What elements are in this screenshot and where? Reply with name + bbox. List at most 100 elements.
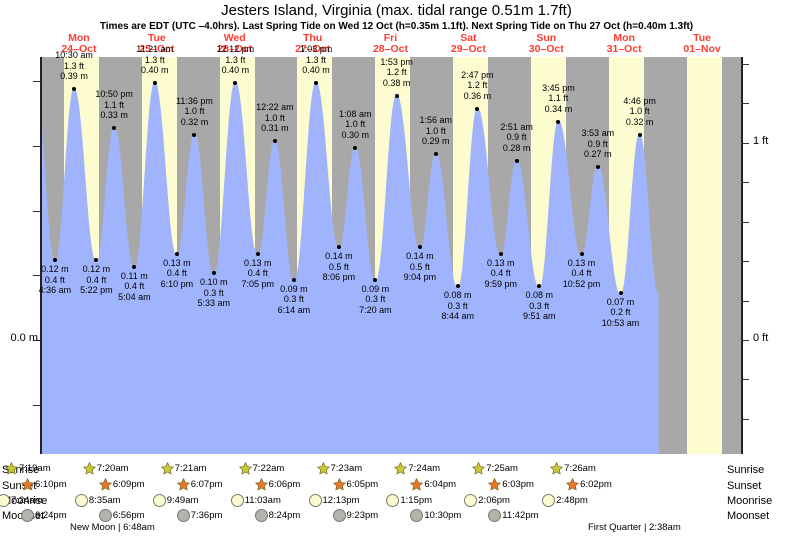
moonset-cell-0: 6:24pm <box>20 509 67 522</box>
sunrise-cell-0: 7:19am <box>5 462 51 475</box>
low-tide-text: 0.07 m 0.2 ft 10:53 am <box>581 297 661 329</box>
low-tide-time: 4:36 am <box>38 285 72 296</box>
low-tide-text: 0.14 m 0.5 ft 8:06 pm <box>299 251 379 283</box>
astro-table: Sunrise Sunset Moonrise Moonset Sunrise … <box>0 460 793 539</box>
moonrise-time: 11:03am <box>244 495 281 506</box>
low-tide-time: 10:53 am <box>601 317 640 328</box>
high-tide-m: 0.40 m <box>221 65 250 75</box>
high-tide-m: 0.30 m <box>341 129 369 140</box>
low-tide-ft: 0.3 ft <box>283 294 304 305</box>
day-header-thu-3: Thu 27–Oct <box>254 33 372 55</box>
moonset-time: 11:42pm <box>502 510 539 521</box>
sunset-cell-2: 6:07pm <box>176 478 222 491</box>
sunrise-cell-6: 7:25am <box>472 462 518 475</box>
high-tide-text: 11:36 pm 1.0 ft 0.32 m <box>154 96 234 128</box>
high-tide-ft: 1.3 ft <box>306 54 327 65</box>
high-tide-ft: 1.0 ft <box>184 106 205 117</box>
plot-right-axis-line <box>741 57 743 454</box>
day-header-mon-7: Mon 31–Oct <box>565 33 683 55</box>
tide-point-marker <box>394 93 399 98</box>
low-tide-text: 0.09 m 0.3 ft 6:14 am <box>254 284 334 316</box>
high-tide-time: 1:03 pm <box>299 44 333 54</box>
tide-point-marker <box>291 277 296 282</box>
moon-icon <box>74 494 88 507</box>
moonrise-time: 9:49am <box>166 495 199 506</box>
high-tide-time: 1:56 am <box>419 115 452 126</box>
low-tide-ft: 0.2 ft <box>610 307 631 318</box>
tide-point-marker <box>417 245 422 250</box>
sunset-time: 6:09pm <box>112 479 145 490</box>
sunset-cell-3: 6:06pm <box>254 478 300 491</box>
moonrise-cell-0: 7:24am <box>0 494 43 507</box>
tide-point-marker <box>112 126 117 131</box>
high-tide-annotation-1: 10:30 am 1.3 ft 0.39 m <box>34 50 114 92</box>
day-header-dow: Sun <box>536 32 557 44</box>
high-tide-annotation-21: 2:47 pm 1.2 ft 0.36 m <box>437 69 517 111</box>
right-axis-tick <box>741 261 749 263</box>
high-tide-annotation-13: 1:03 pm 1.3 ft 0.40 m <box>276 44 356 85</box>
high-tide-ft: 1.1 ft <box>548 93 569 104</box>
right-axis-label-1ft: 1 ft <box>753 134 769 147</box>
low-tide-time: 6:10 pm <box>160 278 194 289</box>
star-icon <box>21 478 34 491</box>
right-axis-tick <box>741 142 749 144</box>
moonrise-label-left: Moonrise <box>2 495 48 507</box>
low-tide-text: 0.08 m 0.3 ft 9:51 am <box>499 290 579 322</box>
sunrise-cell-7: 7:26am <box>550 462 596 475</box>
high-tide-time: 2:47 pm <box>461 69 494 80</box>
right-axis-tick <box>741 418 749 420</box>
page-title: Jesters Island, Virginia (max. tidal ran… <box>221 2 572 19</box>
high-tide-ft: 1.0 ft <box>345 119 366 130</box>
low-tide-time: 8:06 pm <box>322 272 356 283</box>
high-tide-ft: 1.0 ft <box>264 112 285 123</box>
tide-area <box>40 81 659 454</box>
left-axis-tick <box>33 404 41 406</box>
tide-point-marker <box>94 258 99 263</box>
high-tide-annotation-25: 3:45 pm 1.1 ft 0.34 m <box>518 83 598 124</box>
left-axis-tick <box>33 340 41 341</box>
moonset-time: 6:24pm <box>34 510 67 521</box>
moonset-cell-4: 9:23pm <box>332 509 378 522</box>
day-header-date: 01–Nov <box>683 43 721 55</box>
day-header-dow: Thu <box>302 32 323 44</box>
high-tide-time: 10:30 am <box>55 50 93 61</box>
moon-icon <box>98 509 112 522</box>
day-header-mon-0: Mon 24–Oct <box>20 33 138 55</box>
high-tide-text: 1:53 pm 1.2 ft 0.38 m <box>357 57 437 89</box>
sunset-cell-0: 6:10pm <box>21 478 67 491</box>
low-tide-annotation-18: 0.14 m 0.5 ft 9:04 pm <box>380 245 460 283</box>
low-tide-m: 0.11 m <box>120 270 148 281</box>
high-tide-m: 0.40 m <box>302 65 330 75</box>
high-tide-m: 0.32 m <box>625 116 654 127</box>
high-tide-text: 12:12 pm 1.3 ft 0.40 m <box>195 44 275 76</box>
high-tide-m: 0.34 m <box>544 103 573 114</box>
high-tide-text: 1:08 am 1.0 ft 0.30 m <box>315 109 395 141</box>
tide-curve <box>40 81 659 454</box>
day-header-dow: Tue <box>693 32 711 44</box>
star-icon <box>83 462 96 475</box>
low-tide-annotation-26: 0.13 m 0.4 ft 10:52 pm <box>542 251 622 290</box>
moon-icon <box>332 509 346 522</box>
right-axis-tick <box>741 63 749 65</box>
sunset-time: 6:02pm <box>580 479 612 490</box>
high-tide-time: 4:46 pm <box>623 95 656 106</box>
high-tide-ft: 1.1 ft <box>104 99 125 110</box>
low-tide-annotation-10: 0.13 m 0.4 ft 7:05 pm <box>218 251 298 290</box>
sunset-time: 6:04pm <box>424 479 457 490</box>
day-header-tue-1: Tue 25–Oct <box>98 33 216 55</box>
high-tide-ft: 1.0 ft <box>425 125 446 136</box>
star-icon <box>332 478 346 491</box>
low-tide-ft: 0.3 ft <box>365 294 386 305</box>
sunset-cell-7: 6:02pm <box>566 478 612 491</box>
moonrise-time: 7:24am <box>10 495 43 506</box>
low-tide-text: 0.14 m 0.5 ft 9:04 pm <box>380 251 460 283</box>
moon-icon <box>0 494 10 507</box>
high-tide-ft: 1.3 ft <box>144 54 165 65</box>
high-tide-time: 1:08 am <box>338 108 372 119</box>
star-icon <box>394 462 408 475</box>
moon-icon <box>464 494 478 507</box>
high-tide-ft: 1.0 ft <box>629 106 650 117</box>
high-tide-time: 1:53 pm <box>380 56 413 67</box>
low-tide-ft: 0.4 ft <box>490 268 511 279</box>
tide-chart-plot <box>40 57 741 454</box>
